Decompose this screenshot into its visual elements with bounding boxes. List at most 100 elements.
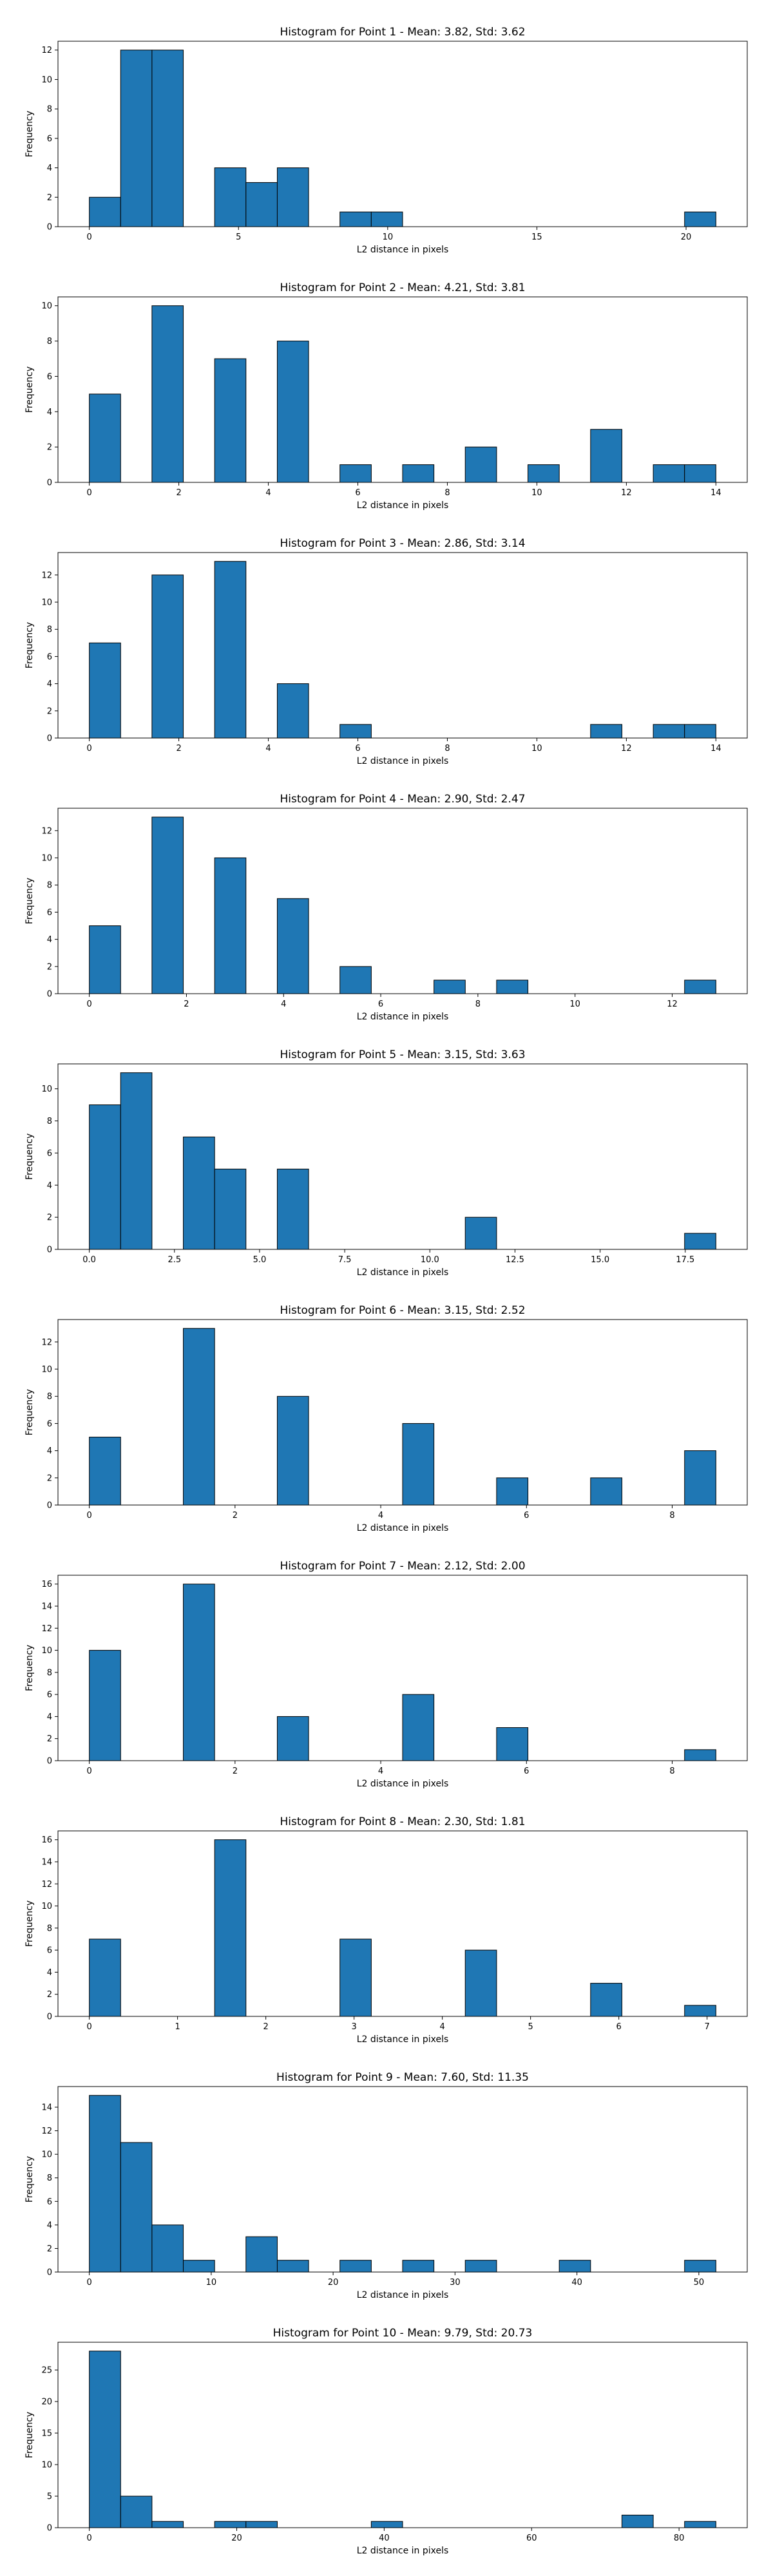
x-tick-label: 0 <box>86 2022 91 2032</box>
histogram-bar <box>151 817 184 994</box>
x-tick-label: 14 <box>711 488 721 498</box>
x-axis-label: L2 distance in pixels <box>357 1523 449 1533</box>
histogram-bar <box>339 966 372 994</box>
y-tick-label: 8 <box>47 1924 52 1933</box>
x-tick-label: 8 <box>444 744 450 753</box>
y-tick-label: 20 <box>41 2398 52 2407</box>
histogram-bar <box>151 574 184 739</box>
chart-title: Histogram for Point 4 - Mean: 2.90, Std:… <box>280 793 525 806</box>
y-tick-label: 0 <box>47 2268 52 2278</box>
y-tick-label: 4 <box>47 1712 52 1722</box>
x-axis-label: L2 distance in pixels <box>357 2034 449 2045</box>
histogram-bar <box>214 1168 247 1250</box>
y-tick-label: 8 <box>47 2174 52 2183</box>
histogram-bar <box>120 1072 153 1250</box>
axes-frame <box>57 1575 748 1761</box>
y-tick-label: 10 <box>41 1084 52 1094</box>
histogram-bar <box>89 925 121 994</box>
x-tick-label: 10 <box>206 2278 217 2287</box>
chart-title: Histogram for Point 1 - Mean: 3.82, Std:… <box>280 26 525 39</box>
chart-title: Histogram for Point 3 - Mean: 2.86, Std:… <box>280 537 525 550</box>
axes-frame <box>57 1830 748 2017</box>
chart-title: Histogram for Point 7 - Mean: 2.12, Std:… <box>280 1560 525 1573</box>
x-tick-label: 40 <box>379 2533 390 2543</box>
y-axis-label: Frequency <box>24 878 35 924</box>
y-tick-label: 4 <box>47 2221 52 2230</box>
y-tick-label: 8 <box>47 105 52 115</box>
axes-frame <box>57 2086 748 2273</box>
x-axis-label: L2 distance in pixels <box>357 1012 449 1022</box>
histogram-panel-8: Histogram for Point 8 - Mean: 2.30, Std:… <box>24 1815 748 2045</box>
y-tick-label: 2 <box>47 443 52 453</box>
histogram-bar <box>89 196 121 227</box>
y-tick-label: 16 <box>41 1835 52 1845</box>
histogram-panel-4: Histogram for Point 4 - Mean: 2.90, Std:… <box>24 793 748 1022</box>
histogram-bar <box>653 464 685 483</box>
histogram-bar <box>89 1104 121 1250</box>
x-axis-label: L2 distance in pixels <box>357 1779 449 1789</box>
x-axis-label: L2 distance in pixels <box>357 756 449 766</box>
chart-title: Histogram for Point 9 - Mean: 7.60, Std:… <box>276 2071 529 2084</box>
histogram-bar <box>245 2521 278 2528</box>
histogram-panel-3: Histogram for Point 3 - Mean: 2.86, Std:… <box>24 537 748 766</box>
x-tick-label: 0 <box>86 744 91 753</box>
axes-frame <box>57 808 748 994</box>
x-tick-label: 8 <box>669 1511 674 1520</box>
x-tick-label: 12 <box>621 744 632 753</box>
y-tick-label: 0 <box>47 478 52 488</box>
histogram-bar <box>276 898 309 994</box>
histogram-panel-10: Histogram for Point 10 - Mean: 9.79, Std… <box>24 2327 748 2556</box>
y-tick-label: 10 <box>41 2150 52 2160</box>
histogram-bar <box>183 1584 215 1761</box>
x-tick-label: 14 <box>711 744 721 753</box>
y-tick-label: 12 <box>41 1338 52 1347</box>
x-tick-label: 15 <box>531 232 542 242</box>
x-tick-label: 1 <box>175 2022 180 2032</box>
x-tick-label: 10 <box>569 999 580 1009</box>
axes-frame <box>57 41 748 227</box>
x-tick-label: 60 <box>526 2533 537 2543</box>
axes-frame <box>57 296 748 483</box>
histogram-bar <box>684 2005 716 2017</box>
y-axis-label: Frequency <box>24 1645 35 1691</box>
histogram-bar <box>590 1477 622 1506</box>
y-tick-label: 12 <box>41 2126 52 2136</box>
histogram-bar <box>151 2224 184 2273</box>
y-tick-label: 6 <box>47 1946 52 1956</box>
histogram-bar <box>276 2260 309 2273</box>
y-tick-label: 10 <box>41 75 52 85</box>
histogram-bar <box>590 429 622 483</box>
histogram-bar <box>339 211 372 227</box>
x-tick-label: 4 <box>281 999 286 1009</box>
y-tick-label: 2 <box>47 2244 52 2254</box>
histogram-bar <box>276 683 309 739</box>
chart-title: Histogram for Point 2 - Mean: 4.21, Std:… <box>280 281 525 294</box>
y-tick-label: 4 <box>47 935 52 945</box>
histogram-bar <box>464 1217 497 1250</box>
axes-frame <box>57 2342 748 2528</box>
chart-title: Histogram for Point 6 - Mean: 3.15, Std:… <box>280 1304 525 1317</box>
x-tick-label: 6 <box>524 1511 529 1520</box>
x-tick-label: 8 <box>669 1766 674 1776</box>
histogram-bar <box>214 167 247 227</box>
histogram-bar <box>214 358 247 483</box>
y-axis-label: Frequency <box>24 111 35 157</box>
x-tick-label: 5.0 <box>253 1255 267 1265</box>
histogram-bar <box>276 167 309 227</box>
histogram-bar <box>434 980 466 994</box>
y-tick-label: 12 <box>41 46 52 55</box>
histogram-bar <box>89 1437 121 1506</box>
histogram-bar <box>402 2260 435 2273</box>
y-tick-label: 6 <box>47 2197 52 2207</box>
histogram-bar <box>402 464 435 483</box>
x-axis-label: L2 distance in pixels <box>357 2290 449 2300</box>
y-tick-label: 4 <box>47 679 52 689</box>
x-tick-label: 10.0 <box>421 1255 439 1265</box>
x-tick-label: 20 <box>681 232 692 242</box>
x-tick-label: 30 <box>450 2278 461 2287</box>
histogram-bar <box>684 464 716 483</box>
chart-title: Histogram for Point 5 - Mean: 3.15, Std:… <box>280 1048 525 1061</box>
x-tick-label: 4 <box>265 488 271 498</box>
histogram-bar <box>89 1650 121 1761</box>
histogram-bar <box>120 2142 153 2273</box>
